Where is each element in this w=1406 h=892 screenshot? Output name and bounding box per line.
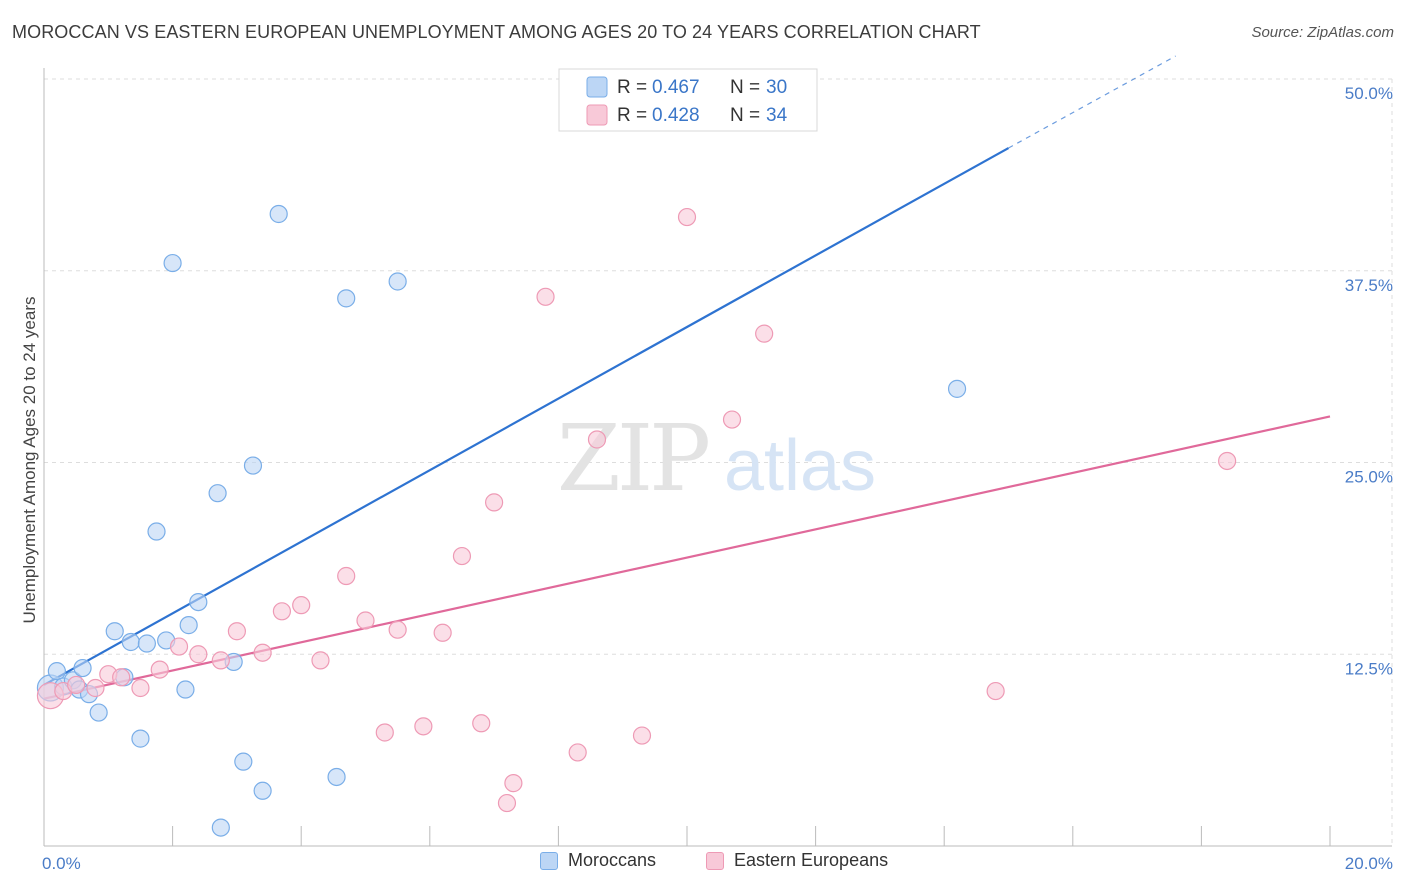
data-point bbox=[311, 651, 330, 670]
data-point bbox=[243, 456, 263, 475]
data-point bbox=[211, 651, 230, 670]
y-tick-label: 50.0% bbox=[1345, 84, 1393, 103]
data-point bbox=[568, 743, 587, 762]
legend-n-label: N = bbox=[730, 77, 760, 98]
data-point bbox=[73, 658, 92, 678]
legend-r-value: 0.467 bbox=[652, 77, 700, 98]
data-point bbox=[722, 410, 742, 429]
legend-swatch bbox=[586, 76, 608, 98]
data-point bbox=[105, 622, 124, 641]
series-moroccans bbox=[36, 204, 967, 837]
data-point bbox=[587, 430, 607, 449]
data-point bbox=[388, 272, 407, 291]
legend-n-value: 30 bbox=[766, 77, 787, 98]
x-tick-label-min: 0.0% bbox=[42, 854, 81, 873]
data-point bbox=[986, 681, 1005, 701]
data-point bbox=[208, 484, 227, 503]
data-point bbox=[536, 287, 555, 306]
legend-n-value: 34 bbox=[766, 105, 788, 126]
data-point bbox=[176, 680, 195, 699]
data-point bbox=[755, 324, 774, 343]
data-point bbox=[147, 522, 166, 541]
chart-title: MOROCCAN VS EASTERN EUROPEAN UNEMPLOYMEN… bbox=[12, 22, 981, 42]
legend-r-label: R = bbox=[617, 77, 647, 98]
data-point bbox=[388, 620, 407, 639]
legend-label-eastern-europeans: Eastern Europeans bbox=[734, 850, 889, 870]
source-label: Source: ZipAtlas.com bbox=[1251, 24, 1394, 41]
data-point bbox=[211, 818, 230, 837]
data-point bbox=[947, 379, 967, 398]
data-point bbox=[414, 717, 433, 736]
data-point bbox=[497, 793, 517, 813]
legend-n-label: N = bbox=[730, 105, 760, 126]
data-point bbox=[89, 703, 108, 722]
watermark: ZIP atlas bbox=[557, 405, 876, 512]
data-point bbox=[433, 623, 452, 642]
legend-swatch bbox=[586, 104, 608, 126]
data-point bbox=[632, 726, 652, 745]
data-point bbox=[179, 616, 198, 635]
data-point bbox=[234, 752, 253, 771]
data-point bbox=[86, 678, 105, 698]
legend-eastern-europeans[interactable]: Eastern Europeans bbox=[706, 850, 888, 871]
data-point bbox=[253, 643, 272, 662]
legend-swatch-eastern-europeans bbox=[706, 851, 724, 870]
y-tick-label: 12.5% bbox=[1345, 659, 1393, 678]
data-point bbox=[269, 204, 288, 224]
data-point bbox=[131, 678, 150, 698]
trend-lines bbox=[43, 55, 1331, 700]
data-point bbox=[356, 611, 375, 630]
data-point bbox=[452, 546, 472, 566]
data-point bbox=[67, 675, 86, 695]
data-point bbox=[1218, 451, 1237, 471]
legend-bottom: Moroccans Eastern Europeans bbox=[0, 850, 1406, 880]
watermark-zip: ZIP bbox=[557, 405, 708, 512]
y-tick-label: 25.0% bbox=[1345, 468, 1393, 487]
data-point bbox=[485, 493, 504, 512]
data-point bbox=[337, 289, 356, 308]
data-point bbox=[504, 774, 523, 793]
data-point bbox=[227, 622, 246, 641]
legend-moroccans[interactable]: Moroccans bbox=[540, 850, 656, 871]
data-point bbox=[472, 714, 491, 733]
data-point bbox=[163, 253, 182, 273]
legend-label-moroccans: Moroccans bbox=[568, 850, 657, 870]
data-point bbox=[189, 592, 208, 612]
data-point bbox=[327, 767, 346, 787]
data-point bbox=[292, 596, 311, 615]
trend-line-moroccans bbox=[43, 147, 1010, 686]
data-point bbox=[150, 660, 169, 679]
data-point bbox=[47, 662, 66, 681]
trend-line-extension bbox=[1008, 55, 1176, 149]
data-points bbox=[36, 204, 1237, 837]
data-point bbox=[169, 637, 189, 656]
data-point bbox=[337, 566, 356, 586]
data-point bbox=[189, 645, 208, 664]
series-eastern-europeans bbox=[36, 207, 1237, 813]
data-point bbox=[131, 729, 150, 748]
watermark-atlas: atlas bbox=[724, 426, 876, 506]
legend-top: R = 0.467 N = 30 R = 0.428 N = 34 bbox=[558, 68, 818, 132]
data-point bbox=[272, 602, 292, 621]
legend-r-label: R = bbox=[617, 105, 647, 126]
data-point bbox=[253, 781, 272, 800]
legend-r-value: 0.428 bbox=[652, 105, 700, 126]
legend-swatch-moroccans bbox=[540, 851, 558, 870]
x-tick-label-max: 20.0% bbox=[1345, 854, 1393, 873]
data-point bbox=[375, 723, 394, 742]
tick-labels: 12.5% 25.0% 37.5% 50.0% 0.0% 20.0% bbox=[42, 84, 1393, 873]
data-point bbox=[121, 632, 140, 652]
axes bbox=[43, 68, 1392, 847]
data-point bbox=[112, 668, 131, 687]
y-tick-label: 37.5% bbox=[1345, 276, 1393, 295]
data-point bbox=[677, 207, 697, 227]
data-point bbox=[137, 634, 156, 653]
